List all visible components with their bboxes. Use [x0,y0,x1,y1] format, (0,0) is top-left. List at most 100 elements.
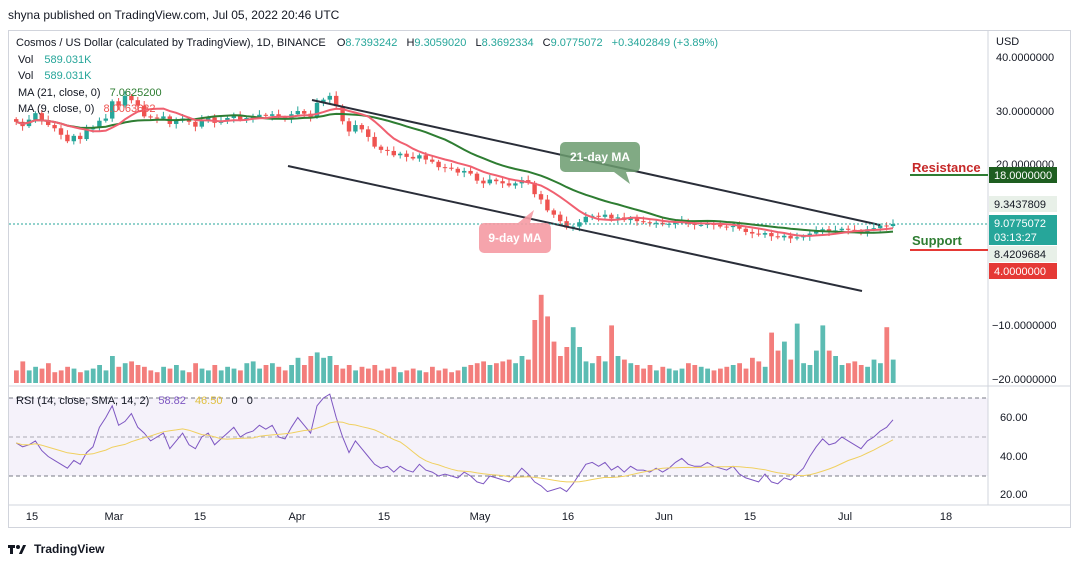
legend-ma21-line: MA (21, close, 0) 7.0625200 [18,87,162,99]
candle-body [244,118,249,120]
volume-bar [506,359,512,383]
volume-bar [526,359,531,383]
volume-bar [122,363,128,383]
candle-body [33,113,38,120]
volume-bar [570,327,576,383]
volume-bar [590,363,595,383]
legend-rsi-extra-1: 0 [232,395,238,407]
x-tick-feb15: 15 [26,511,38,523]
volume-bar [302,365,307,383]
volume-bar [494,363,499,383]
volume-bar [878,363,883,383]
volume-bar [538,294,544,383]
candle-body [103,118,108,121]
tradingview-footer[interactable]: TradingView [8,540,104,558]
candle-body [743,228,748,232]
resistance-label: Resistance [912,160,981,175]
volume-bar [468,365,474,383]
candle-body [391,150,396,156]
legend-rsi-sma-value: 46.50 [195,395,223,407]
legend-ma21-value: 7.0625200 [110,87,162,99]
high-tag-text: 9.3437809 [994,199,1046,211]
volume-bar [679,368,685,383]
volume-bar [308,356,314,383]
candle-body [545,199,550,211]
volume-bar [545,316,550,383]
legend-l-label: L [475,37,481,49]
candle-body [52,125,57,129]
legend-high: 9.3059020 [414,37,466,49]
candle-body [174,120,179,124]
volume-bar [366,368,371,383]
candle-body [628,217,633,221]
ma21-callout-text: 21-day MA [570,150,630,164]
candle-body [762,233,768,235]
volume-bar [65,366,70,383]
low-tag [989,246,1057,262]
volume-bar [116,366,122,383]
volume-bar [788,359,794,383]
volume-bar [193,363,198,383]
candle-body [474,173,480,181]
volume-bar [129,361,134,383]
volume-bar [513,363,518,383]
volume-bar [602,361,608,383]
volume-bar [628,363,634,383]
volume-bar [641,368,646,383]
volume-bar [33,366,38,383]
candle-body [698,224,704,226]
legend-ma9-line: MA (9, close, 0) 8.0063632 [18,103,155,115]
volume-bar [417,370,422,383]
candle-body [788,235,793,239]
candle-body [366,129,371,137]
candle-body [718,224,723,227]
volume-bar [455,370,461,383]
candle-body [532,182,537,195]
volume-bar [199,368,205,383]
candle-body [455,168,460,173]
volume-bar [782,341,787,383]
resistance-tag-text: 18.0000000 [994,170,1052,182]
volume-bar [321,357,326,383]
candle-body [257,114,262,117]
legend-low: 8.3692334 [482,37,534,49]
candle-body [398,153,403,156]
volume-bar [346,365,352,383]
volume-bar [871,359,877,383]
candle-body [839,228,844,231]
volume-bar [353,370,358,383]
x-tick-apr: Apr [288,511,305,523]
low-tag-text: 8.4209684 [994,249,1046,261]
x-tick-may: May [470,511,491,523]
candle-body [615,217,620,219]
candle-body [84,129,89,140]
candle-body [295,111,300,115]
ma21-callout: 21-day MA [560,142,640,184]
candle-body [596,215,601,217]
legend-c-label: C [543,37,551,49]
candle-body [238,115,243,120]
support-label: Support [912,233,962,248]
candle-body [481,180,486,184]
candle-body [199,119,204,127]
current-price-tag [989,215,1057,245]
x-tick-jun: Jun [655,511,673,523]
volume-bar [564,347,570,383]
publisher-text: shyna published on TradingView.com, Jul … [8,8,340,22]
volume-bar [404,370,410,383]
volume-bar [807,365,813,383]
candle-body [71,135,76,142]
candle-body [609,214,614,219]
support-tag [989,263,1057,279]
volume-bar [142,366,147,383]
volume-bar [282,370,288,383]
high-tag [989,196,1057,212]
candle-body [826,229,832,232]
volume-bar [212,365,218,383]
volume-bar [167,368,173,383]
candle-body [314,102,320,117]
volume-bar [58,370,64,383]
candle-body [794,237,800,239]
candle-body [65,134,70,142]
